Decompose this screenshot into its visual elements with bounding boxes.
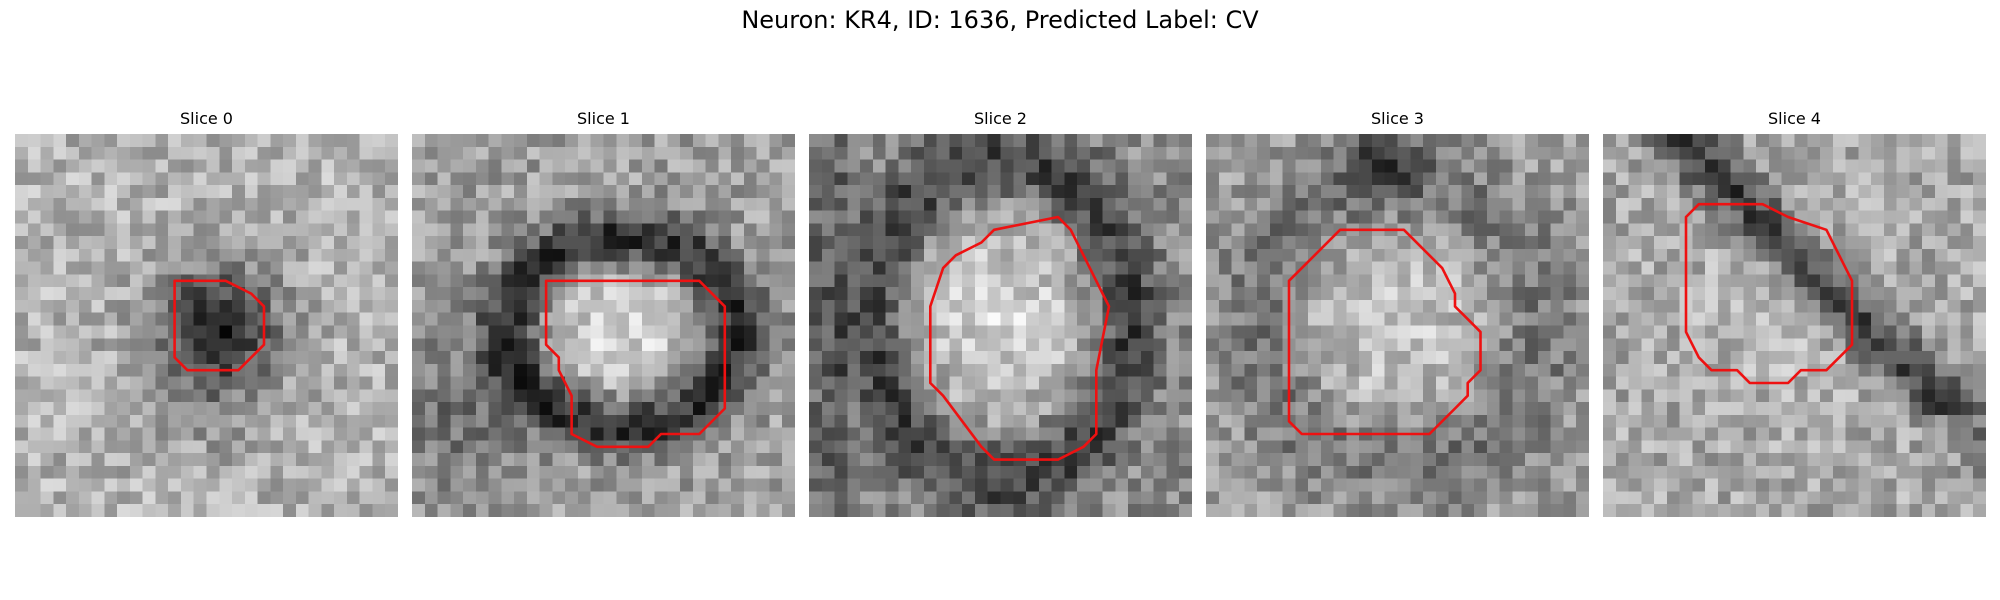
slice-title: Slice 1 <box>577 109 630 128</box>
segmentation-contour <box>1287 228 1482 436</box>
slice-pixel-grid <box>1206 134 1589 517</box>
slice-panel-1: Slice 1 <box>412 108 795 517</box>
slice-image-1 <box>412 134 795 517</box>
slice-panel-3: Slice 3 <box>1206 108 1589 517</box>
segmentation-contour <box>544 279 727 449</box>
slice-image-0 <box>15 134 398 517</box>
slice-panel-4: Slice 4 <box>1603 108 1986 517</box>
slice-image-2 <box>809 134 1192 517</box>
slice-title: Slice 2 <box>974 109 1027 128</box>
slice-panel-2: Slice 2 <box>809 108 1192 517</box>
segmentation-contour <box>173 279 266 372</box>
slice-title: Slice 3 <box>1371 109 1424 128</box>
slice-title: Slice 4 <box>1768 109 1821 128</box>
figure-title: Neuron: KR4, ID: 1636, Predicted Label: … <box>741 6 1259 34</box>
slice-pixel-grid <box>412 134 795 517</box>
segmentation-contour <box>929 215 1111 461</box>
slice-image-3 <box>1206 134 1589 517</box>
slice-title: Slice 0 <box>180 109 233 128</box>
slice-image-4 <box>1603 134 1986 517</box>
slice-pixel-grid <box>15 134 398 517</box>
slice-pixel-grid <box>1603 134 1986 517</box>
slice-panel-0: Slice 0 <box>15 108 398 517</box>
slice-pixel-grid <box>809 134 1192 517</box>
segmentation-contour <box>1684 202 1854 385</box>
